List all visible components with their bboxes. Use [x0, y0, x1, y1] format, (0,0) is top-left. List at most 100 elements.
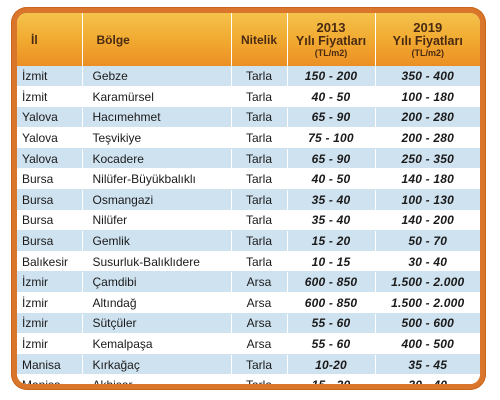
header-2013-unit: (TL/m2) [314, 47, 348, 58]
header-2013-label: Yılı Fiyatları [295, 33, 367, 48]
table-row: Balıkesir Susurluk-Balıklıdere Tarla 10 - 1… [17, 251, 480, 273]
cell-bolge: Kocadere [82, 148, 232, 170]
cell-price-2019: 200 - 280 [375, 127, 480, 149]
cell-bolge: Akhisar [82, 374, 232, 384]
cell-price-2019: 35 - 45 [375, 354, 480, 376]
cell-nitelik: Tarla [231, 148, 288, 170]
table-row: Yalova Hacımehmet Tarla 65 - 90 200 - 280 [17, 107, 480, 129]
cell-nitelik: Tarla [231, 107, 288, 129]
cell-bolge: Nilüfer-Büyükbalıklı [82, 168, 232, 191]
cell-il: Bursa [17, 210, 83, 232]
table-row: Bursa Osmangazi Tarla 35 - 40 100 - 130 [17, 189, 480, 211]
header-row: İl Bölge Nitelik 2013 Yılı Fiyatları (TL… [17, 13, 480, 66]
cell-price-2013: 65 - 90 [287, 107, 376, 129]
cell-price-2019: 30 - 40 [375, 251, 480, 273]
cell-nitelik: Tarla [231, 354, 288, 376]
cell-nitelik: Arsa [231, 292, 288, 314]
cell-bolge: Hacımehmet [82, 107, 232, 129]
cell-price-2013: 35 - 40 [287, 189, 376, 211]
cell-price-2013: 55 - 60 [287, 313, 376, 335]
cell-nitelik: Tarla [231, 127, 288, 149]
cell-il: Manisa [17, 354, 83, 376]
cell-il: İzmit [17, 86, 83, 108]
cell-il: Bursa [17, 230, 83, 252]
cell-price-2013: 150 - 200 [287, 66, 376, 88]
cell-il: İzmir [17, 292, 83, 314]
table-row: Manisa Kırkağaç Tarla 10-20 35 - 45 [17, 354, 480, 376]
table-row: ManisaAkhisarTarla15 - 2030 - 40 [17, 374, 480, 384]
cell-bolge: Teşvikiye [82, 127, 232, 149]
cell-price-2013: 35 - 40 [287, 210, 376, 232]
cell-price-2013: 65 - 90 [287, 148, 376, 170]
cell-price-2019: 1.500 - 2.000 [375, 292, 480, 314]
cell-nitelik: Tarla [231, 189, 288, 211]
cell-il: İzmir [17, 313, 83, 335]
cell-il: Manisa [17, 374, 83, 384]
table-row: Yalova Kocadere Tarla 65 - 90 250 - 350 [17, 148, 480, 170]
cell-bolge: Karamürsel [82, 86, 232, 108]
cell-bolge: Osmangazi [82, 189, 232, 211]
cell-nitelik: Tarla [231, 210, 288, 232]
cell-price-2013: 600 - 850 [287, 292, 376, 314]
cell-price-2013: 40 - 50 [287, 168, 376, 191]
table-frame: İl Bölge Nitelik 2013 Yılı Fiyatları (TL… [11, 7, 486, 390]
cell-bolge: Gemlik [82, 230, 232, 252]
cell-price-2019: 100 - 180 [375, 86, 480, 108]
cell-il: Balıkesir [17, 251, 83, 273]
header-bolge: Bölge [82, 13, 232, 66]
cell-bolge: Susurluk-Balıklıdere [82, 251, 232, 273]
header-2019-year: 2019 [413, 19, 443, 35]
table-row: Yalova Teşvikiye Tarla 75 - 100 200 - 280 [17, 127, 480, 149]
cell-nitelik: Tarla [231, 168, 288, 191]
cell-price-2013: 40 - 50 [287, 86, 376, 108]
cell-price-2013: 75 - 100 [287, 127, 376, 149]
cell-il: Bursa [17, 189, 83, 211]
table-row: İzmir Sütçüler Arsa 55 - 60 500 - 600 [17, 313, 480, 335]
table-body: İzmit Gebze Tarla 150 - 200 350 - 400 İzmit Ka… [17, 66, 480, 384]
header-price-2019: 2019 Yılı Fiyatları (TL/m2) [375, 13, 480, 66]
cell-bolge: Nilüfer [82, 210, 232, 232]
table-container: İl Bölge Nitelik 2013 Yılı Fiyatları (TL… [17, 13, 480, 384]
cell-il: İzmir [17, 271, 83, 294]
cell-price-2013: 55 - 60 [287, 333, 376, 355]
cell-nitelik: Tarla [231, 251, 288, 273]
header-il: İl [17, 13, 83, 66]
table-row: İzmit Karamürsel Tarla 40 - 50 100 - 180 [17, 86, 480, 108]
table-row: Bursa Nilüfer-Büyükbalıklı Tarla 40 - 50 140… [17, 168, 480, 191]
header-2013-year: 2013 [316, 19, 346, 35]
cell-nitelik: Tarla [231, 86, 288, 108]
cell-nitelik: Tarla [231, 374, 288, 384]
header-nitelik: Nitelik [231, 13, 288, 66]
table-row: İzmit Gebze Tarla 150 - 200 350 - 400 [17, 66, 480, 88]
cell-price-2019: 500 - 600 [375, 313, 480, 335]
header-2019-label: Yılı Fiyatları [392, 33, 463, 48]
table-row: İzmir Çamdibi Arsa 600 - 850 1.500 - 2.000 [17, 271, 480, 294]
header-price-2013: 2013 Yılı Fiyatları (TL/m2) [287, 13, 376, 66]
cell-price-2019: 350 - 400 [375, 66, 480, 88]
cell-il: Yalova [17, 107, 83, 129]
cell-il: İzmir [17, 333, 83, 355]
cell-bolge: Kırkağaç [82, 354, 232, 376]
cell-bolge: Gebze [82, 66, 232, 88]
table-row: İzmir Altındağ Arsa 600 - 850 1.500 - 2.000 [17, 292, 480, 314]
cell-price-2013: 15 - 20 [287, 374, 376, 384]
cell-price-2013: 15 - 20 [287, 230, 376, 252]
cell-bolge: Altındağ [82, 292, 232, 314]
cell-price-2019: 200 - 280 [375, 107, 480, 129]
table-row: Bursa Gemlik Tarla 15 - 20 50 - 70 [17, 230, 480, 252]
cell-il: İzmit [17, 66, 83, 88]
cell-price-2013: 10 - 15 [287, 251, 376, 273]
cell-price-2013: 10-20 [287, 354, 376, 376]
table-row: İzmir Kemalpaşa Arsa 55 - 60 400 - 500 [17, 333, 480, 355]
price-table: İl Bölge Nitelik 2013 Yılı Fiyatları (TL… [17, 13, 480, 384]
cell-nitelik: Tarla [231, 66, 288, 88]
cell-bolge: Sütçüler [82, 313, 232, 335]
cell-price-2019: 140 - 180 [375, 168, 480, 191]
cell-price-2019: 100 - 130 [375, 189, 480, 211]
cell-price-2019: 400 - 500 [375, 333, 480, 355]
cell-il: Yalova [17, 127, 83, 149]
cell-price-2019: 30 - 40 [375, 374, 480, 384]
cell-price-2013: 600 - 850 [287, 271, 376, 294]
cell-nitelik: Arsa [231, 271, 288, 294]
cell-price-2019: 250 - 350 [375, 148, 480, 170]
